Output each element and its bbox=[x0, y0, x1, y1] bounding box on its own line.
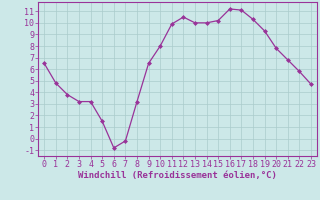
X-axis label: Windchill (Refroidissement éolien,°C): Windchill (Refroidissement éolien,°C) bbox=[78, 171, 277, 180]
